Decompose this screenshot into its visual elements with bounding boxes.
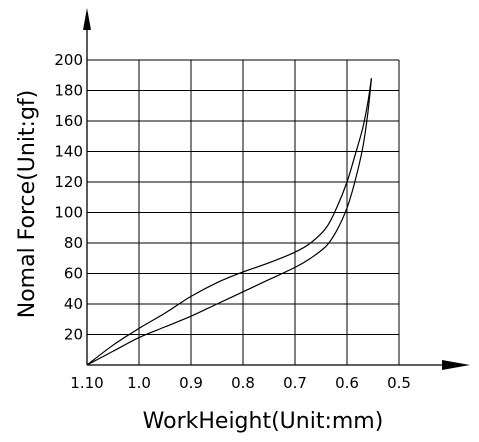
y-tick-label: 60 <box>64 265 83 283</box>
y-axis-arrow <box>83 8 91 30</box>
y-tick-label: 100 <box>54 204 83 222</box>
y-tick-label: 140 <box>54 143 83 161</box>
y-axis-label: Nomal Force(Unit:gf) <box>15 90 40 319</box>
y-tick-label: 160 <box>54 112 83 130</box>
series-lines <box>86 78 373 366</box>
y-tick-label: 120 <box>54 173 83 191</box>
series-line-lower <box>86 78 373 366</box>
y-tick-labels: 20 40 60 80 100 120 140 160 180 200 <box>54 51 83 344</box>
x-tick-label: 0.6 <box>335 374 359 392</box>
grid-lines <box>87 59 400 365</box>
y-tick-label: 200 <box>54 51 83 69</box>
x-tick-label: 0.9 <box>179 374 203 392</box>
x-tick-label: 1.0 <box>127 374 151 392</box>
x-tick-labels: 1.10 1.0 0.9 0.8 0.7 0.6 0.5 <box>70 374 411 392</box>
x-axis-arrow <box>442 360 470 370</box>
y-tick-label: 80 <box>64 234 83 252</box>
y-tick-label: 40 <box>64 295 83 313</box>
series-line-upper <box>86 78 373 366</box>
x-tick-label: 0.5 <box>387 374 411 392</box>
x-axis-label: WorkHeight(Unit:mm) <box>143 409 384 434</box>
x-tick-label: 0.7 <box>283 374 307 392</box>
x-tick-label: 0.8 <box>231 374 255 392</box>
x-tick-label: 1.10 <box>70 374 103 392</box>
y-tick-label: 20 <box>64 326 83 344</box>
axes <box>83 8 470 370</box>
y-tick-label: 180 <box>54 82 83 100</box>
